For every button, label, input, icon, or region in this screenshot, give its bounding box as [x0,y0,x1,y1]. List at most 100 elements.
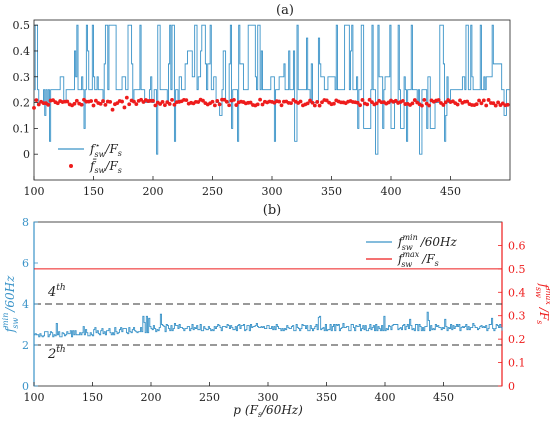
a-marker-point [474,102,479,107]
panel-b-x-axis-label: p (Fs/60Hz) [233,403,303,419]
a-marker-point [441,103,446,107]
a-marker-point [493,103,498,108]
a-marker-point [305,101,310,106]
a-marker-point [427,103,431,108]
a-marker-point [132,99,136,104]
panel-a-legend-box [54,138,146,174]
b-x-tick-label: 200 [141,391,162,404]
a-y-tick-label: 0 [23,148,30,161]
a-marker-point [72,101,77,106]
a-marker-point [310,100,315,105]
b-left-tick-label: 2 [22,339,29,352]
a-marker-point [367,97,372,102]
a-marker-point [255,102,260,107]
b-right-tick-label: 0.4 [508,286,526,299]
panel-b-left-ticks: 0 2 4 6 8 [22,216,38,393]
a-y-tick-label: 0.3 [13,71,31,84]
a-marker-point [465,99,470,104]
a-marker-point [496,100,500,105]
a-x-tick-label: 300 [262,185,283,198]
a-marker-point [201,98,205,103]
a-marker-point [248,100,253,105]
panel-a-y-ticks: 0 0.1 0.2 0.3 0.4 0.5 [13,19,38,161]
b-x-tick-label: 400 [375,391,396,404]
panel-b-right-axis-label: fmaxsw/Fs [534,283,550,325]
a-marker-point [217,102,222,107]
a-marker-point [122,105,127,110]
a-marker-point [127,102,132,107]
a-x-tick-label: 400 [381,185,402,198]
b-x-tick-label: 100 [24,391,45,404]
panel-b-x-ticks: 100 150 200 250 300 350 400 450 [24,382,454,404]
a-marker-point [312,103,317,108]
a-marker-point [320,100,324,105]
a-y-tick-label: 0.4 [13,45,31,58]
a-marker-point [420,103,424,108]
a-marker-point [172,102,177,107]
a-marker-point [505,102,510,107]
legend-a-step-label: f⋆ sw/Fs [89,141,122,159]
b-min-step-line [33,311,503,338]
b-x-tick-label: 300 [258,391,279,404]
a-x-tick-label: 450 [440,185,461,198]
b-left-tick-label: 6 [22,257,29,270]
a-marker-point [160,100,165,104]
a-marker-point [486,98,491,102]
a-marker-point [124,95,129,100]
b-right-tick-label: 0.3 [508,310,526,323]
a-marker-point [234,103,239,107]
a-marker-point [477,98,481,103]
a-marker-point [34,98,39,103]
a-marker-point [79,102,84,107]
a-marker-point [298,99,303,104]
a-marker-point [224,99,229,104]
panel-a-label: (a) [276,3,294,18]
a-marker-point [436,98,441,102]
legend-b-min-label: fmin sw/60Hz [397,233,457,252]
a-marker-point [36,102,41,107]
a-x-tick-label: 350 [321,185,342,198]
a-marker-point [308,98,312,103]
panel-a-step-series [34,24,510,155]
panel-a-legend: f⋆ sw/Fs f̄sw/Fs [54,138,146,175]
a-marker-point [227,103,232,108]
a-marker-point [260,102,265,107]
ref-line-4th-label: 4th [47,283,66,300]
a-x-tick-label: 150 [83,185,104,198]
a-marker-point [401,98,405,103]
a-marker-point [370,100,374,105]
panel-b-legend-box [362,230,496,268]
a-marker-point [422,98,427,102]
a-marker-point [170,97,174,102]
a-marker-point [412,98,417,102]
a-marker-point [32,105,36,110]
a-marker-point [212,103,217,108]
a-marker-point [484,103,489,108]
a-marker-point [365,102,370,107]
a-marker-point [91,103,96,108]
a-marker-point [93,98,98,103]
panel-b-min-series [33,311,503,338]
a-marker-point [258,97,262,102]
a-x-tick-label: 100 [24,185,45,198]
a-marker-point [358,103,362,108]
b-x-tick-label: 350 [316,391,337,404]
panel-b-left-axis-label: fminsw/60Hz [1,275,20,333]
a-y-tick-label: 0.1 [13,122,31,135]
a-marker-point [317,103,322,108]
a-marker-point [65,99,70,104]
a-marker-point [167,102,172,106]
a-marker-point [458,98,462,103]
a-marker-point [55,101,60,106]
b-left-tick-label: 4 [22,298,29,311]
b-right-tick-label: 0.6 [508,239,526,252]
a-marker-point [315,100,320,104]
panel-b-legend: fmin sw/60Hz fmax sw/Fs [362,230,496,269]
a-marker-point [289,101,293,106]
panel-a: (a) 100 150 200 250 300 350 400 450 00.10.20.30… [13,3,511,198]
a-marker-point [151,98,155,103]
panel-a-x-ticks: 100 150 200 250 300 350 400 450 [24,176,461,198]
a-y-tick-label: 0.2 [13,97,31,110]
